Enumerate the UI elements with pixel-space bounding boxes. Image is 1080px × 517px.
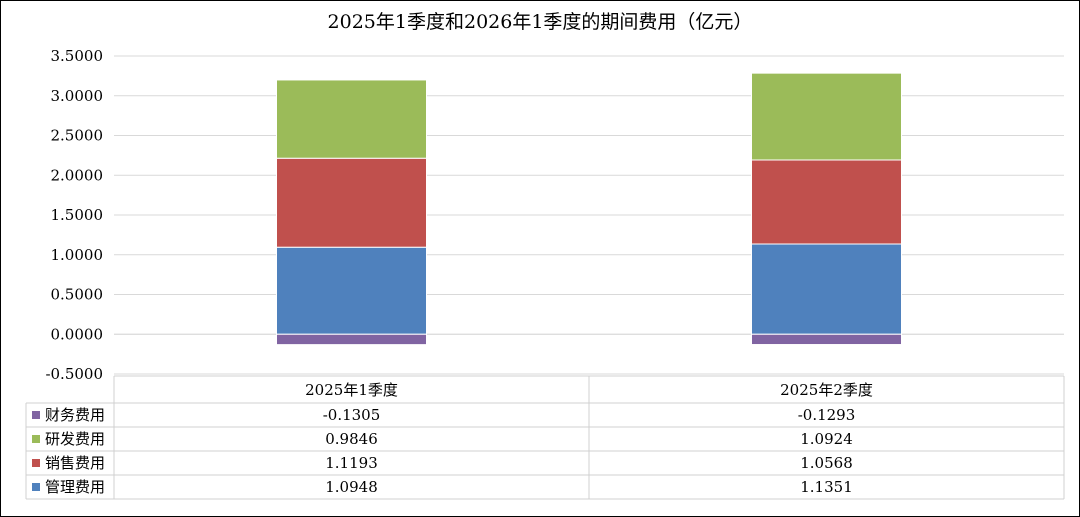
- y-axis-ticks: 3.5000 3.0000 2.5000 2.0000 1.5000 1.0000 0.50…: [45, 47, 103, 383]
- bar-segment: [751, 243, 902, 335]
- table-cell-value: -0.1293: [798, 406, 856, 424]
- bar-stack: [276, 79, 427, 346]
- legend-key: [32, 483, 40, 491]
- table-cell-value: -0.1305: [323, 406, 381, 424]
- series-name: 管理费用: [45, 478, 105, 496]
- series-name: 研发费用: [45, 430, 105, 448]
- table-cell-value: 1.0948: [325, 478, 378, 496]
- y-tick-label: 3.5000: [51, 47, 104, 65]
- table-cell-value: 1.1351: [800, 478, 853, 496]
- legend-key: [32, 459, 40, 467]
- legend-key: [32, 435, 40, 443]
- table-cell-value: 1.0924: [800, 430, 853, 448]
- y-tick-label: 1.0000: [51, 246, 104, 264]
- bar-segment: [751, 333, 902, 346]
- y-tick-label: 3.0000: [51, 87, 104, 105]
- bar-segment: [276, 246, 427, 335]
- chart-title: 2025年1季度和2026年1季度的期间费用（亿元）: [328, 11, 753, 33]
- category-label: 2025年1季度: [305, 381, 398, 399]
- bar-segment: [751, 72, 902, 161]
- y-tick-label: 0.0000: [51, 325, 104, 343]
- bar-segment: [276, 157, 427, 248]
- y-tick-label: 0.5000: [51, 286, 104, 304]
- y-tick-label: 1.5000: [51, 206, 104, 224]
- bar-segment: [276, 333, 427, 346]
- category-label: 2025年2季度: [780, 381, 873, 399]
- y-tick-label: -0.5000: [45, 365, 103, 383]
- table-cell-value: 1.1193: [325, 454, 378, 472]
- legend-key: [32, 411, 40, 419]
- bars: [276, 72, 902, 346]
- table-cell-value: 1.0568: [800, 454, 853, 472]
- gridlines: [114, 55, 1064, 375]
- series-name: 销售费用: [45, 454, 105, 472]
- y-tick-label: 2.5000: [51, 127, 104, 145]
- y-tick-label: 2.0000: [51, 166, 104, 184]
- bar-stack: [751, 72, 902, 346]
- table-cell-value: 0.9846: [325, 430, 378, 448]
- series-name: 财务费用: [45, 406, 105, 424]
- bar-segment: [276, 79, 427, 159]
- bar-segment: [751, 159, 902, 245]
